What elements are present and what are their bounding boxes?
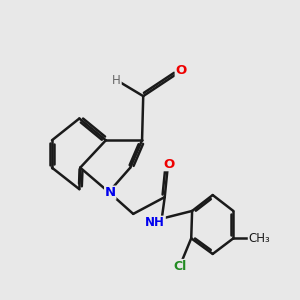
Text: Cl: Cl	[173, 260, 187, 272]
Text: H: H	[112, 74, 121, 87]
Text: N: N	[105, 186, 116, 199]
Text: CH₃: CH₃	[248, 232, 270, 245]
Text: NH: NH	[146, 216, 165, 229]
Text: O: O	[175, 64, 187, 77]
Text: O: O	[163, 158, 174, 171]
